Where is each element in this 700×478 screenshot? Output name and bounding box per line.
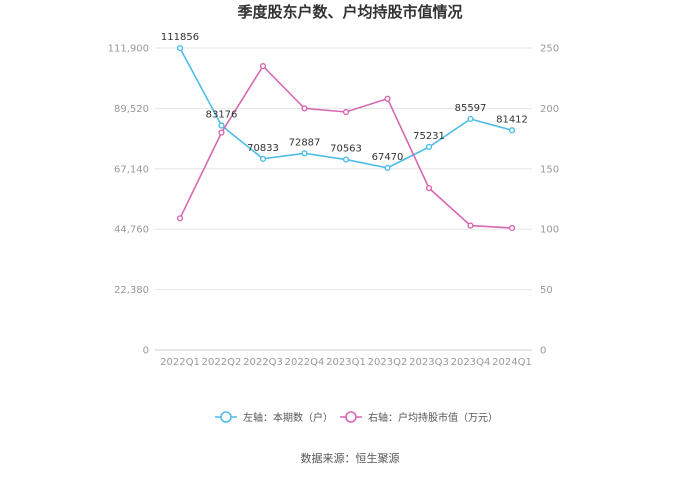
- left-tick-label: 44,760: [114, 225, 149, 236]
- series-point[interactable]: [218, 122, 225, 129]
- series-point[interactable]: [384, 164, 391, 172]
- data-label: 67470: [372, 152, 404, 163]
- source-note: 数据来源：恒生聚源: [301, 451, 400, 465]
- series-point[interactable]: [342, 156, 350, 163]
- data-label: 70563: [330, 144, 362, 155]
- right-tick-label: 250: [540, 44, 559, 55]
- data-labels: 111856 83176 70833 72887 70563 67470 75231 8559…: [161, 32, 528, 163]
- x-tick-label: 2022Q1: [160, 357, 200, 368]
- series-point[interactable]: [467, 115, 474, 123]
- data-label: 81412: [496, 114, 528, 125]
- legend-swatch-marker: [220, 411, 232, 423]
- series-point[interactable]: [342, 108, 350, 116]
- left-tick-label: 22,380: [114, 285, 149, 296]
- series-point[interactable]: [425, 185, 433, 192]
- left-tick-label: 89,520: [114, 104, 149, 115]
- series-point[interactable]: [259, 63, 267, 70]
- right-tick-label: 100: [540, 225, 559, 236]
- left-tick-label: 67,140: [114, 164, 149, 175]
- series-point[interactable]: [301, 105, 308, 112]
- left-tick-label: 0: [143, 346, 149, 357]
- chart-title: 季度股东户数、户均持股市值情况: [237, 3, 462, 21]
- series-point[interactable]: [259, 155, 267, 162]
- right-tick-label: 50: [540, 285, 553, 296]
- legend-label[interactable]: 右轴：户均持股市值（万元）: [368, 411, 498, 424]
- data-label: 75231: [413, 131, 445, 142]
- grid-layer: [155, 47, 532, 351]
- x-tick-label: 2022Q4: [285, 357, 325, 368]
- right-tick-label: 150: [540, 164, 559, 175]
- left-tick-label: 111,900: [108, 44, 149, 55]
- data-label: 83176: [206, 110, 238, 121]
- series-layer: [176, 45, 516, 232]
- x-tick-label: 2022Q2: [202, 357, 242, 368]
- series-point[interactable]: [301, 150, 308, 157]
- x-tick-label: 2023Q1: [326, 357, 366, 368]
- x-axis: 2022Q1 2022Q2 2022Q3 2022Q4 2023Q1 2023Q2 2023…: [160, 357, 532, 368]
- left-axis: 0 22,380 44,760 67,140 89,520 111,900: [108, 44, 149, 357]
- right-tick-label: 0: [540, 346, 546, 357]
- legend-label[interactable]: 左轴：本期数（户）: [243, 411, 333, 424]
- x-tick-label: 2022Q3: [243, 357, 283, 368]
- series-point[interactable]: [218, 129, 225, 136]
- series-point[interactable]: [508, 224, 516, 232]
- legend-swatch-marker: [345, 411, 357, 423]
- data-label: 70833: [247, 143, 279, 154]
- series-point[interactable]: [508, 127, 516, 134]
- series-point[interactable]: [384, 95, 391, 102]
- legend: 左轴：本期数（户） 右轴：户均持股市值（万元）: [215, 411, 498, 424]
- x-tick-label: 2024Q1: [492, 357, 532, 368]
- data-label: 85597: [455, 103, 487, 114]
- right-tick-label: 200: [540, 104, 559, 115]
- series-point[interactable]: [176, 215, 184, 222]
- series-point[interactable]: [467, 222, 474, 229]
- data-label: 111856: [161, 32, 199, 43]
- x-tick-label: 2023Q4: [451, 357, 491, 368]
- x-tick-label: 2023Q3: [409, 357, 449, 368]
- x-tick-label: 2023Q2: [368, 357, 408, 368]
- series-point[interactable]: [176, 45, 184, 52]
- data-label: 72887: [289, 137, 321, 148]
- series-point[interactable]: [425, 143, 433, 151]
- right-axis: 0 50 100 150 200 250: [540, 44, 559, 357]
